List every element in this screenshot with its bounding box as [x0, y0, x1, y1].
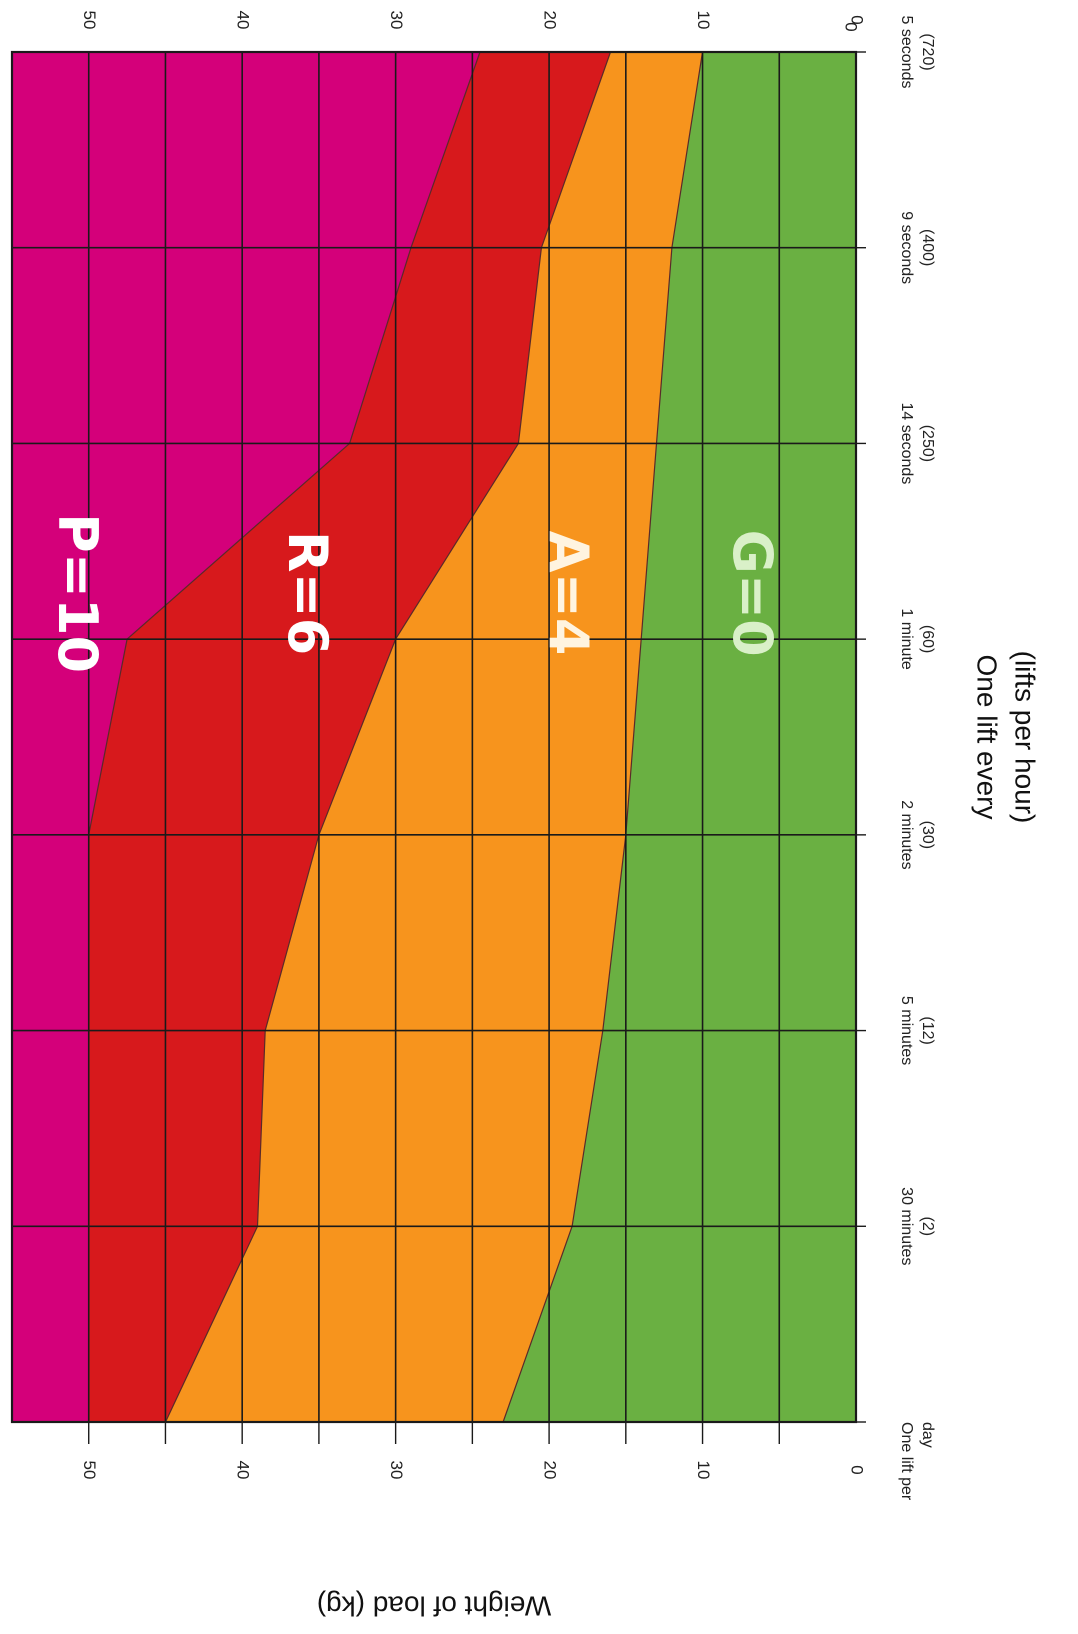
value-tick-label-top: 10 — [694, 11, 713, 30]
category-label: One lift per — [898, 1422, 915, 1501]
zone-area-p — [12, 52, 480, 1422]
value-tick-label-bottom: 20 — [541, 1461, 560, 1480]
boundary-line-1 — [502, 51, 704, 1423]
zone-label-p: P=10 — [46, 513, 109, 673]
category-label: 9 seconds — [898, 211, 915, 284]
category-label: day — [919, 1422, 936, 1448]
grid — [10, 50, 858, 1424]
zone-label-g: G=0 — [721, 530, 784, 657]
value-tick-label-bottom: 10 — [694, 1461, 713, 1480]
category-label: (30) — [919, 821, 936, 849]
category-label: 14 seconds — [898, 402, 915, 484]
value-tick-label-bottom: 50 — [80, 1461, 99, 1480]
x-axis-title: One lift every — [972, 655, 1003, 820]
category-label: (2) — [919, 1217, 936, 1237]
value-tick-label-bottom: 40 — [234, 1461, 253, 1480]
zone-label-a: A=4 — [537, 531, 600, 656]
zone-label-r: R=6 — [276, 531, 339, 655]
category-label: (400) — [919, 229, 936, 266]
value-tick-label-bottom: 0 — [848, 1465, 867, 1474]
value-tick-label-top: 20 — [541, 11, 560, 30]
category-label: 5 seconds — [898, 16, 915, 89]
category-label: (720) — [919, 33, 936, 70]
zone-area-r — [88, 52, 611, 1422]
zone-areas — [12, 52, 856, 1422]
value-tick-label-top: 40 — [234, 11, 253, 30]
category-label: (12) — [919, 1016, 936, 1044]
value-tick-label-top: 30 — [387, 11, 406, 30]
value-tick-label-bottom: 30 — [387, 1461, 406, 1480]
boundary-line-2 — [164, 51, 612, 1423]
x-axis-title: (lifts per hour) — [1010, 651, 1041, 824]
category-label: 30 minutes — [898, 1187, 915, 1265]
category-label: 1 minute — [898, 608, 915, 669]
category-label: 5 minutes — [898, 996, 915, 1065]
category-label: (60) — [919, 625, 936, 653]
y-axis-title: Weight of load (kg) — [317, 1591, 552, 1622]
plot-frame — [10, 50, 858, 1424]
category-label: 2 minutes — [898, 800, 915, 869]
zone-area-g — [503, 52, 856, 1422]
value-tick-label-top: 0 — [848, 15, 867, 24]
category-label: (250) — [919, 425, 936, 462]
ticks — [88, 51, 866, 1444]
category-zero-label: 0 — [842, 22, 861, 31]
zone-area-a — [165, 52, 703, 1422]
value-tick-label-top: 50 — [80, 11, 99, 30]
